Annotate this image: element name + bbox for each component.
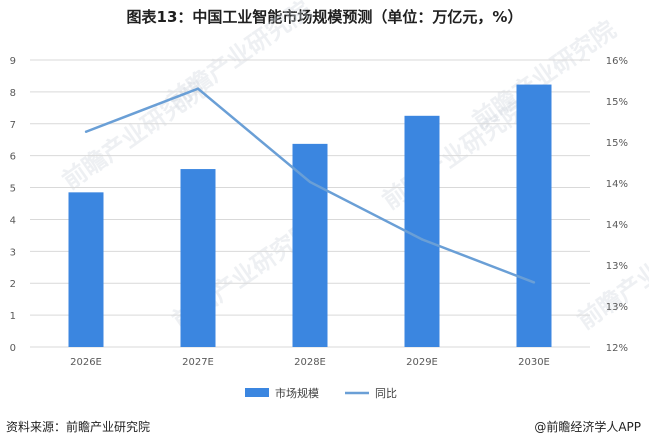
y-left-tick-label: 5 <box>10 184 16 195</box>
y-left-tick-label: 9 <box>10 56 16 67</box>
bar-2028E <box>292 143 328 347</box>
chart-title: 图表13：中国工业智能市场规模预测（单位：万亿元，%） <box>126 8 523 26</box>
y-left-tick-label: 0 <box>10 343 16 354</box>
brand-credit: @前瞻经济学人APP <box>534 420 641 434</box>
bar-2029E <box>404 115 440 347</box>
bar-2027E <box>180 169 216 347</box>
y-right-tick-label: 14% <box>606 220 628 231</box>
legend-label-line: 同比 <box>375 387 397 400</box>
x-tick-label: 2026E <box>70 357 102 368</box>
y-right-tick-label: 14% <box>606 179 628 190</box>
source-note: 资料来源：前瞻产业研究院 <box>6 420 151 434</box>
y-right-tick-label: 15% <box>606 138 628 149</box>
y-left-tick-label: 4 <box>10 215 16 226</box>
watermark-text: 前瞻产业研究院 <box>162 0 316 115</box>
y-right-tick-label: 13% <box>606 302 628 313</box>
x-tick-label: 2027E <box>182 357 214 368</box>
x-tick-label: 2028E <box>294 357 326 368</box>
y-right-tick-label: 15% <box>606 97 628 108</box>
line-point-2026E <box>84 130 88 133</box>
y-right-tick-label: 12% <box>606 343 628 354</box>
y-right-tick-label: 16% <box>606 56 628 67</box>
y-left-tick-label: 2 <box>10 279 16 290</box>
watermark-text: 前瞻产业研究院 <box>572 216 649 335</box>
line-point-2029E <box>420 238 424 241</box>
y-left-tick-label: 3 <box>10 247 16 258</box>
y-left-tick-label: 7 <box>10 120 16 131</box>
legend-swatch-bar <box>245 388 269 397</box>
x-tick-label: 2029E <box>406 357 438 368</box>
line-point-2028E <box>308 180 312 184</box>
x-tick-label: 2030E <box>518 357 550 368</box>
legend-label-bar: 市场规模 <box>275 386 319 400</box>
y-left-tick-label: 1 <box>10 311 16 322</box>
y-right-tick-label: 13% <box>606 261 628 272</box>
y-left-tick-label: 8 <box>10 88 16 99</box>
line-point-2030E <box>532 281 536 284</box>
bar-2026E <box>68 192 104 347</box>
line-point-2027E <box>196 87 200 90</box>
y-left-tick-label: 6 <box>10 152 16 163</box>
bar-2030E <box>516 84 552 347</box>
